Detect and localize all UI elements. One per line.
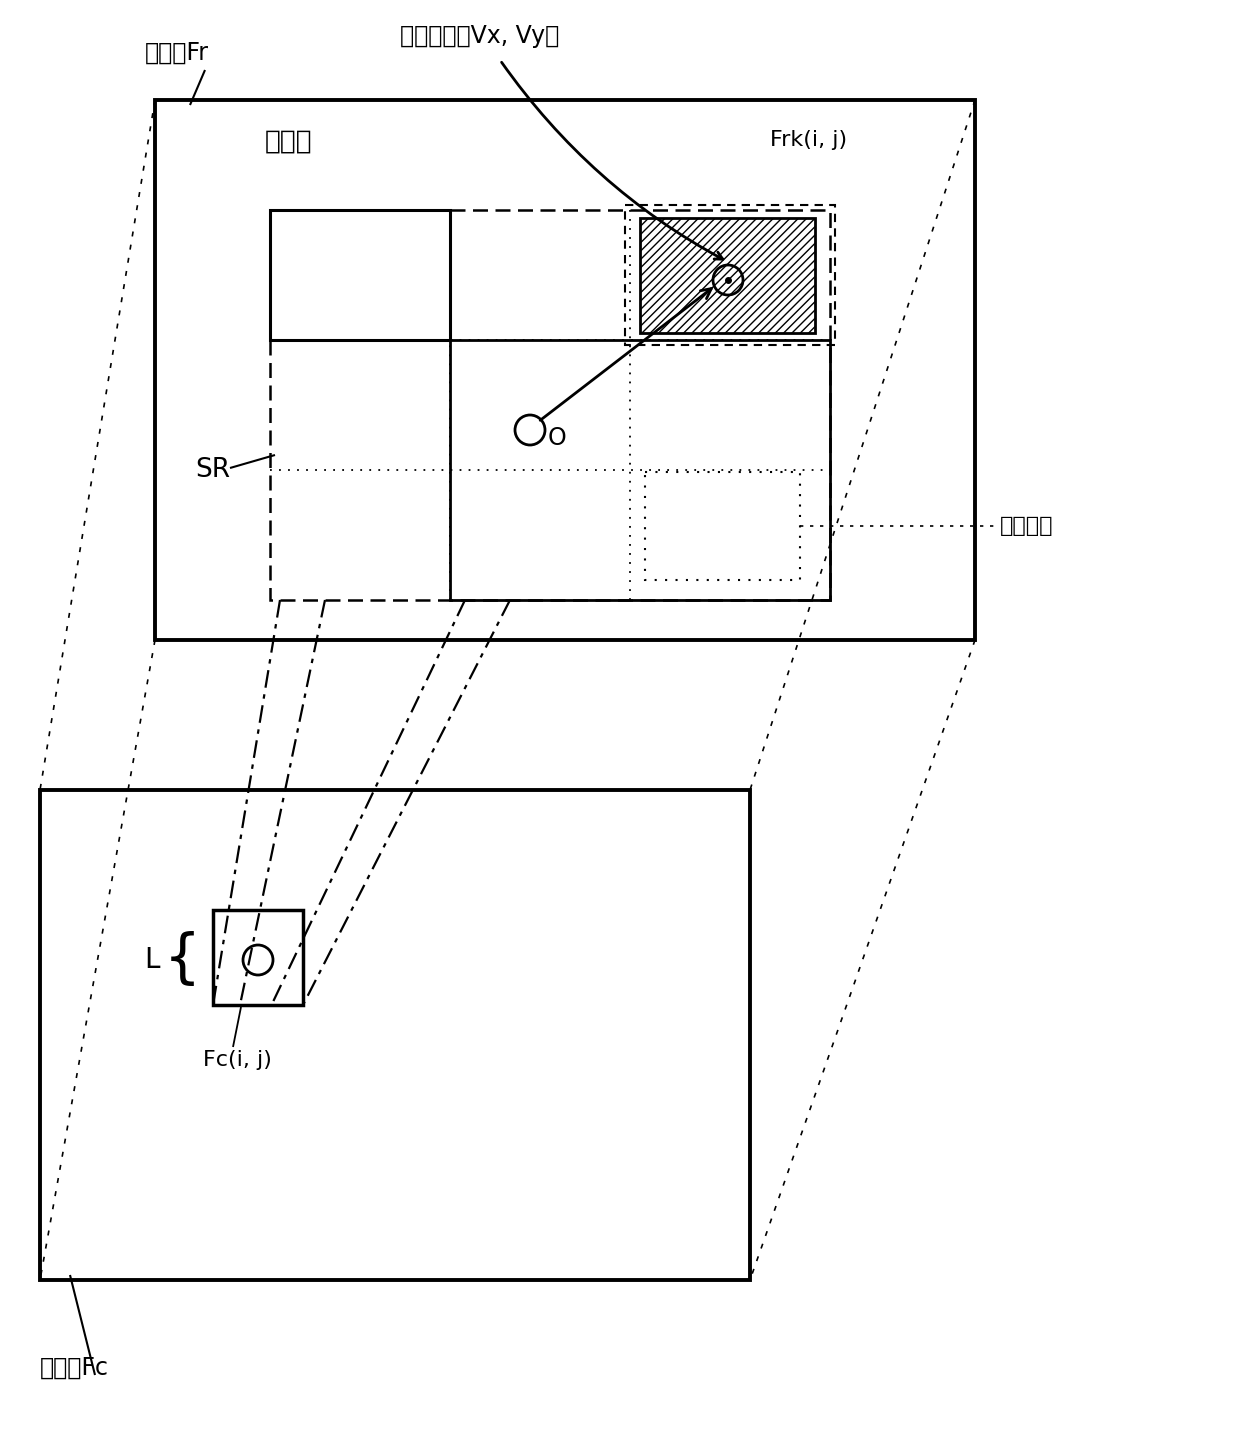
Text: 最后一块: 最后一块 <box>999 517 1054 537</box>
Text: O: O <box>548 426 567 451</box>
Text: Fc(i, j): Fc(i, j) <box>203 1050 272 1071</box>
Text: 运动矢量（Vx, Vy）: 运动矢量（Vx, Vy） <box>401 24 559 47</box>
Text: L: L <box>145 946 160 974</box>
Text: Frk(i, j): Frk(i, j) <box>770 131 847 151</box>
Text: 参考帧Fr: 参考帧Fr <box>145 42 210 65</box>
Text: 当前帧Fc: 当前帧Fc <box>40 1356 109 1380</box>
Text: SR: SR <box>195 456 231 484</box>
Text: 第一块: 第一块 <box>265 129 312 155</box>
Text: {: { <box>164 931 201 989</box>
Polygon shape <box>640 218 815 333</box>
FancyArrowPatch shape <box>502 62 723 260</box>
